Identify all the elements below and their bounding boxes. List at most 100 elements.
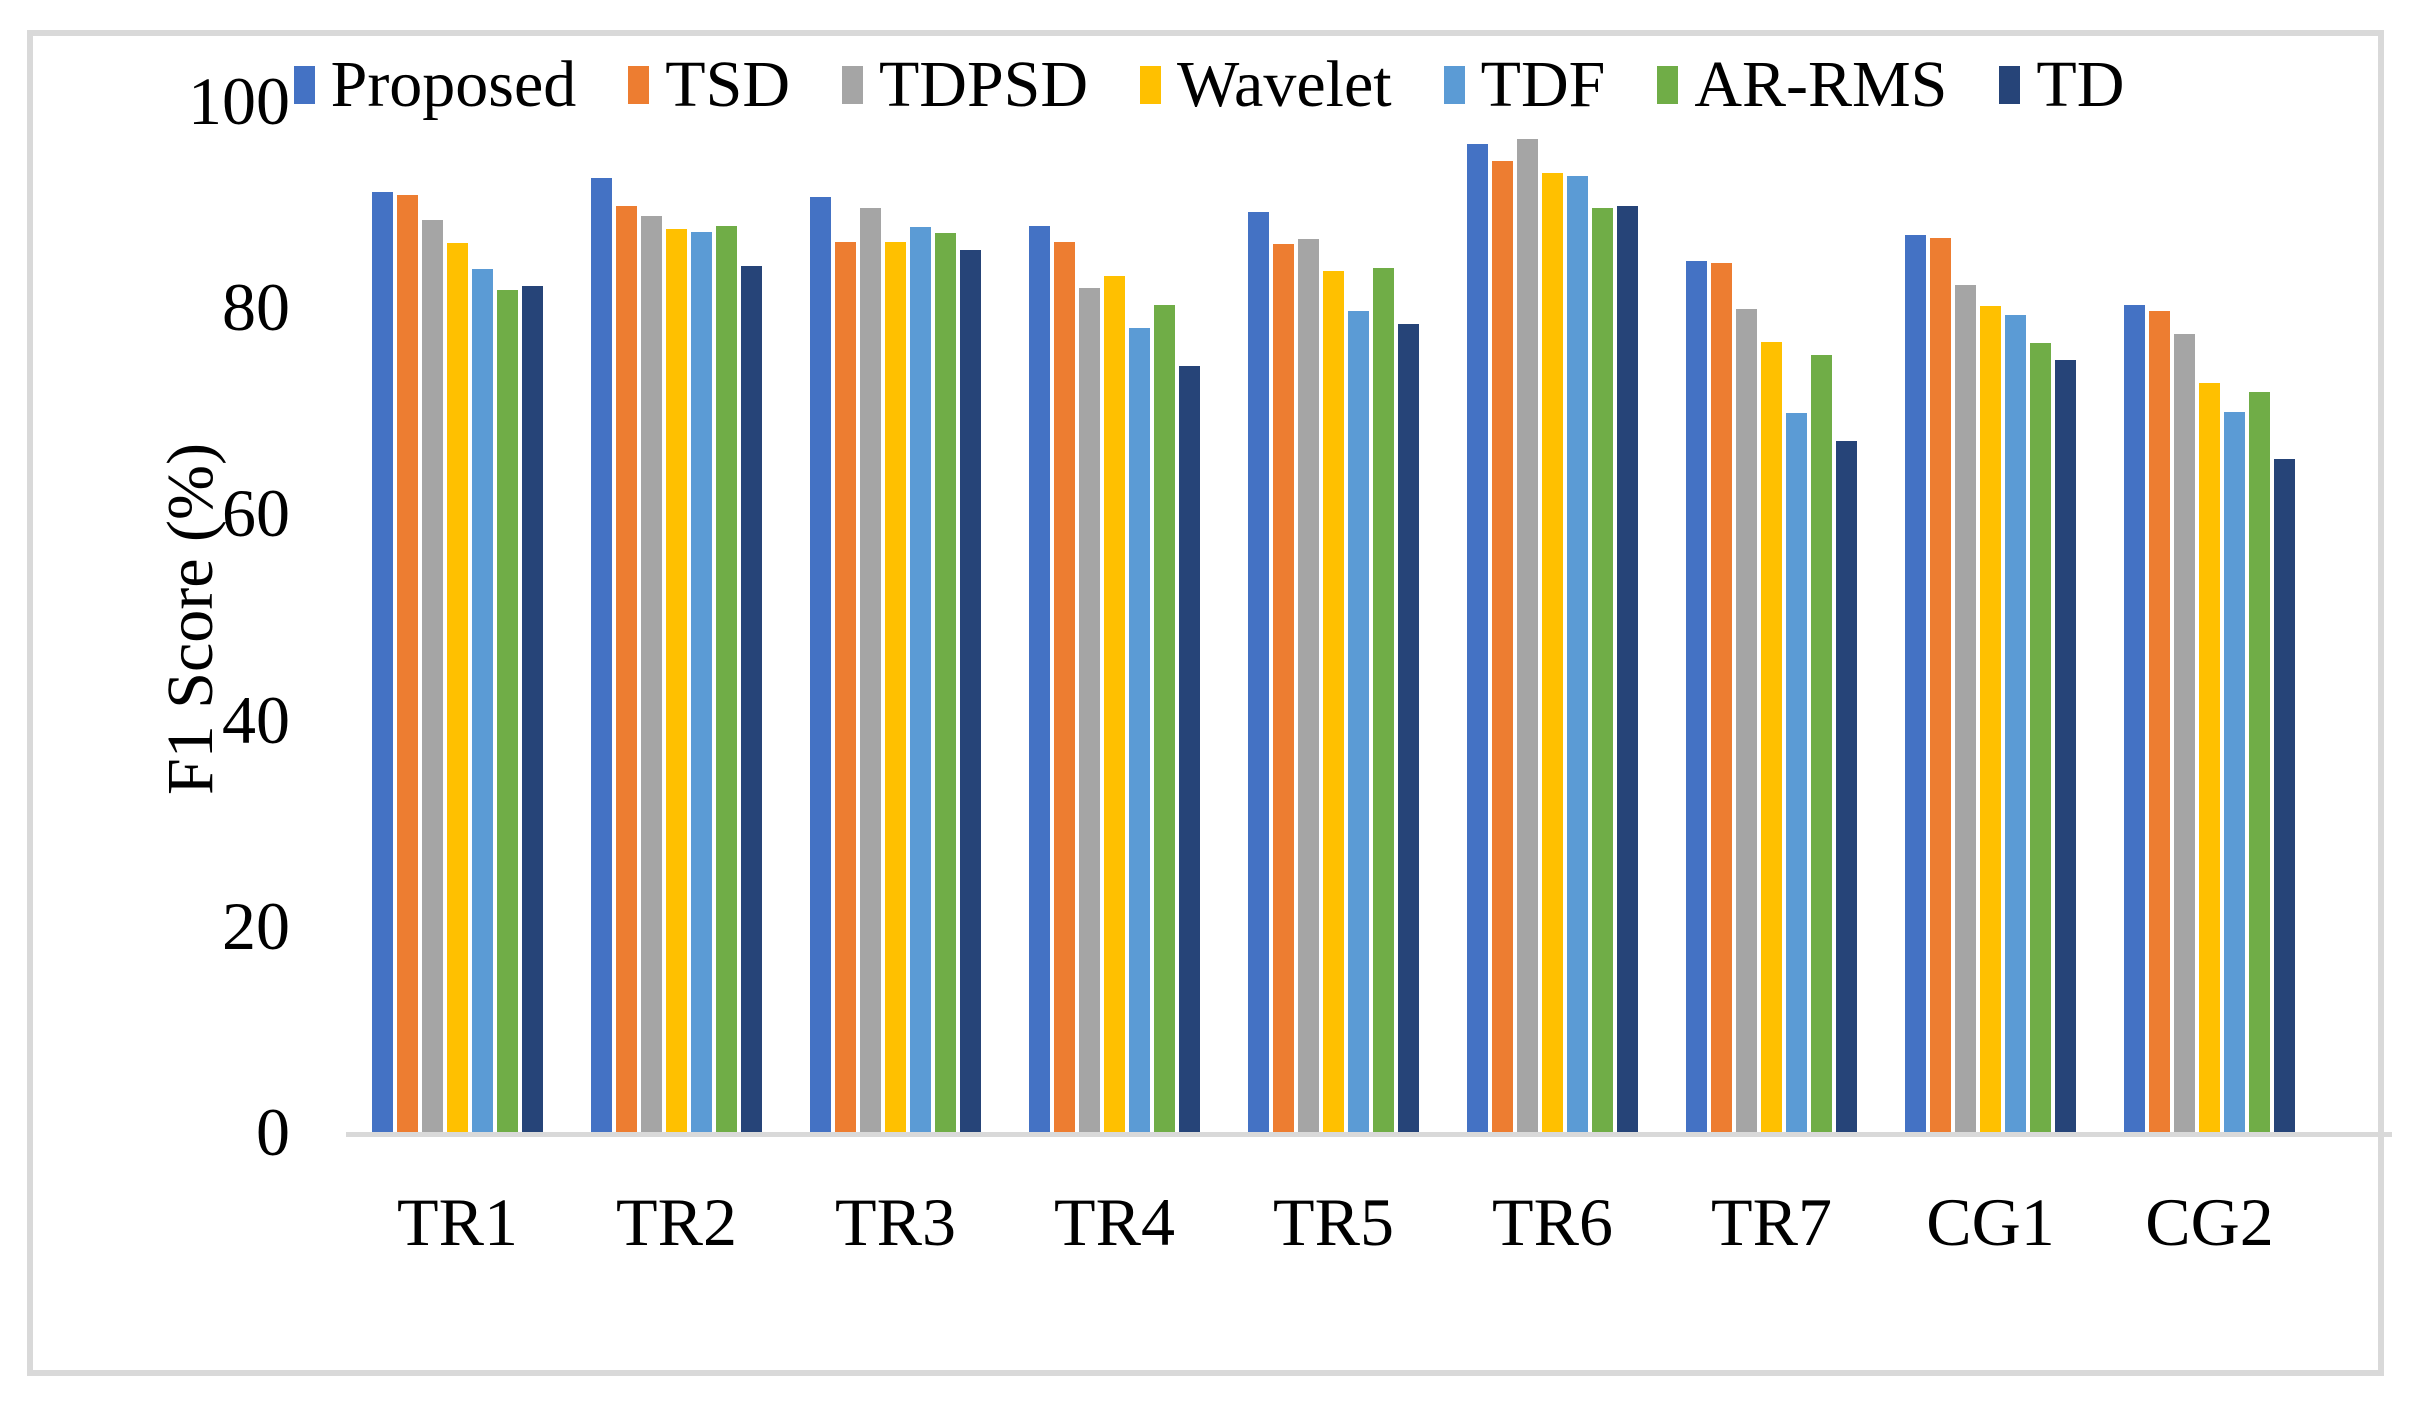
bar-tr3-td: [960, 250, 981, 1132]
bar-cg1-tsd: [1930, 238, 1951, 1132]
bar-tr2-wavelet: [666, 229, 687, 1132]
y-tick-label-20: 20: [222, 887, 290, 964]
x-tick-label-cg2: CG2: [2145, 1184, 2274, 1260]
bar-tr2-ar-rms: [716, 226, 737, 1132]
bar-tr2-td: [741, 266, 762, 1132]
bar-tr4-proposed: [1029, 226, 1050, 1132]
bar-cg2-tdf: [2224, 412, 2245, 1132]
legend-swatch-tsd: [628, 66, 650, 104]
bar-tr7-wavelet: [1761, 342, 1782, 1132]
legend-swatch-ar-rms: [1657, 66, 1679, 104]
legend-label: TD: [2036, 48, 2125, 121]
legend-swatch-proposed: [293, 66, 315, 104]
bar-cg1-td: [2055, 360, 2076, 1132]
bar-tr7-ar-rms: [1811, 355, 1832, 1132]
bar-tr1-wavelet: [447, 243, 468, 1132]
y-tick-label-100: 100: [188, 63, 290, 139]
bar-tr4-tdf: [1129, 328, 1150, 1132]
x-tick-label-tr6: TR6: [1492, 1184, 1613, 1260]
bar-tr5-wavelet: [1323, 271, 1344, 1132]
bar-tr4-wavelet: [1104, 276, 1125, 1132]
legend-item-tdpsd: TDPSD: [841, 48, 1089, 121]
chart-border: [27, 30, 2384, 1376]
x-tick-label-tr5: TR5: [1273, 1184, 1394, 1260]
bar-tr3-tsd: [835, 242, 856, 1132]
bar-tr7-proposed: [1686, 261, 1707, 1132]
bar-tr6-tdf: [1567, 176, 1588, 1132]
bar-tr1-ar-rms: [497, 290, 518, 1132]
y-axis-title: F1 Score (%): [154, 443, 227, 795]
y-tick-label-60: 60: [222, 475, 290, 552]
bar-cg1-wavelet: [1980, 306, 2001, 1132]
bar-tr2-tdpsd: [641, 216, 662, 1132]
bar-cg1-ar-rms: [2030, 343, 2051, 1132]
bar-tr5-tdpsd: [1298, 239, 1319, 1132]
bar-tr4-tsd: [1054, 242, 1075, 1132]
bar-cg2-tdpsd: [2174, 334, 2195, 1132]
bar-cg1-proposed: [1905, 235, 1926, 1132]
bar-tr7-tsd: [1711, 263, 1732, 1132]
bar-cg2-tsd: [2149, 311, 2170, 1132]
bar-tr3-wavelet: [885, 242, 906, 1132]
bar-cg2-ar-rms: [2249, 392, 2270, 1132]
bar-tr7-tdf: [1786, 413, 1807, 1132]
bar-cg2-wavelet: [2199, 383, 2220, 1132]
bar-tr1-proposed: [372, 192, 393, 1132]
y-tick-label-40: 40: [222, 681, 290, 758]
bar-tr3-tdf: [910, 227, 931, 1132]
bar-tr6-proposed: [1467, 144, 1488, 1132]
bar-tr1-td: [522, 286, 543, 1132]
x-tick-label-tr1: TR1: [397, 1184, 518, 1260]
legend-label: AR-RMS: [1694, 48, 1948, 121]
chart-legend: Proposed TSD TDPSD Wavelet TDF AR-RMS TD: [0, 52, 2418, 118]
bar-tr5-td: [1398, 324, 1419, 1132]
bar-tr1-tsd: [397, 195, 418, 1132]
bar-tr3-proposed: [810, 197, 831, 1132]
bar-tr3-tdpsd: [860, 208, 881, 1132]
bar-tr5-tdf: [1348, 311, 1369, 1132]
legend-item-wavelet: Wavelet: [1140, 52, 1392, 118]
bar-tr7-tdpsd: [1736, 309, 1757, 1132]
bar-tr6-ar-rms: [1592, 208, 1613, 1132]
bar-tr6-wavelet: [1542, 173, 1563, 1132]
bar-tr6-tsd: [1492, 161, 1513, 1132]
legend-label: TSD: [665, 48, 790, 121]
x-tick-label-tr3: TR3: [835, 1184, 956, 1260]
legend-item-ar-rms: AR-RMS: [1657, 52, 1947, 118]
legend-swatch-tdf: [1443, 66, 1465, 104]
legend-item-td: TD: [1999, 52, 2124, 118]
bar-tr1-tdpsd: [422, 220, 443, 1132]
bar-tr2-proposed: [591, 178, 612, 1132]
legend-item-tdf: TDF: [1443, 48, 1606, 121]
x-axis-line: [346, 1132, 2392, 1137]
bar-tr6-tdpsd: [1517, 139, 1538, 1132]
bar-tr3-ar-rms: [935, 233, 956, 1132]
bar-tr6-td: [1617, 206, 1638, 1132]
legend-label: TDF: [1480, 48, 1606, 121]
bar-cg1-tdf: [2005, 315, 2026, 1132]
x-tick-label-tr2: TR2: [616, 1184, 737, 1260]
legend-item-tsd: TSD: [628, 52, 790, 118]
bar-tr2-tdf: [691, 232, 712, 1132]
legend-swatch-tdpsd: [841, 66, 863, 104]
legend-item-proposed: Proposed: [293, 48, 577, 121]
bar-tr2-tsd: [616, 206, 637, 1132]
x-tick-label-tr4: TR4: [1054, 1184, 1175, 1260]
y-tick-label-0: 0: [256, 1094, 290, 1170]
legend-swatch-td: [1999, 66, 2021, 104]
legend-label: Proposed: [330, 48, 577, 121]
bar-tr4-ar-rms: [1154, 305, 1175, 1132]
x-tick-label-tr7: TR7: [1711, 1184, 1832, 1260]
legend-swatch-wavelet: [1140, 66, 1162, 104]
legend-label: TDPSD: [878, 48, 1089, 121]
y-tick-label-80: 80: [222, 269, 290, 346]
bar-tr4-tdpsd: [1079, 288, 1100, 1132]
bar-tr5-proposed: [1248, 212, 1269, 1132]
bar-cg1-tdpsd: [1955, 285, 1976, 1132]
bar-cg2-proposed: [2124, 305, 2145, 1132]
bar-tr7-td: [1836, 441, 1857, 1132]
bar-tr1-tdf: [472, 269, 493, 1132]
bar-cg2-td: [2274, 459, 2295, 1132]
x-tick-label-cg1: CG1: [1926, 1184, 2055, 1260]
